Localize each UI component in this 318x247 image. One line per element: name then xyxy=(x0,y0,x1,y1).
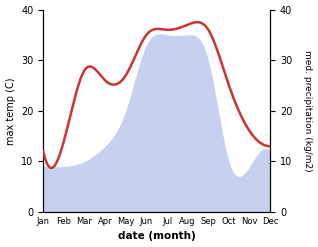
Y-axis label: med. precipitation (kg/m2): med. precipitation (kg/m2) xyxy=(303,50,313,172)
X-axis label: date (month): date (month) xyxy=(118,231,196,242)
Y-axis label: max temp (C): max temp (C) xyxy=(5,77,16,144)
